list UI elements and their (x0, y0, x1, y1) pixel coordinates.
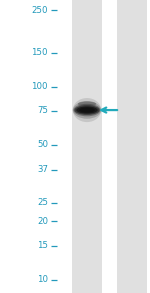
Ellipse shape (73, 98, 101, 122)
Bar (117, 0, 147, 293)
Text: 100: 100 (32, 82, 48, 91)
Text: 25: 25 (37, 198, 48, 207)
Text: 20: 20 (37, 217, 48, 226)
Text: 10: 10 (37, 275, 48, 284)
Bar (72, 0, 102, 293)
Text: 150: 150 (32, 48, 48, 57)
Ellipse shape (74, 104, 100, 116)
Text: 15: 15 (37, 241, 48, 250)
Ellipse shape (78, 101, 96, 107)
Ellipse shape (79, 108, 95, 113)
Text: 37: 37 (37, 166, 48, 174)
Ellipse shape (76, 106, 98, 114)
Text: 50: 50 (37, 140, 48, 149)
Ellipse shape (74, 105, 100, 115)
Text: 75: 75 (37, 106, 48, 115)
Ellipse shape (73, 101, 101, 119)
Text: 250: 250 (32, 6, 48, 15)
